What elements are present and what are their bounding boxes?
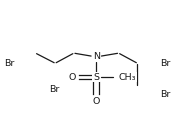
Text: N: N: [93, 52, 100, 61]
Text: O: O: [93, 97, 100, 106]
Text: Br: Br: [160, 59, 170, 68]
Text: Br: Br: [160, 90, 170, 99]
Text: Br: Br: [49, 85, 59, 94]
Text: O: O: [68, 73, 76, 82]
Text: S: S: [93, 73, 99, 82]
Text: CH₃: CH₃: [119, 73, 136, 82]
Text: Br: Br: [4, 59, 14, 68]
